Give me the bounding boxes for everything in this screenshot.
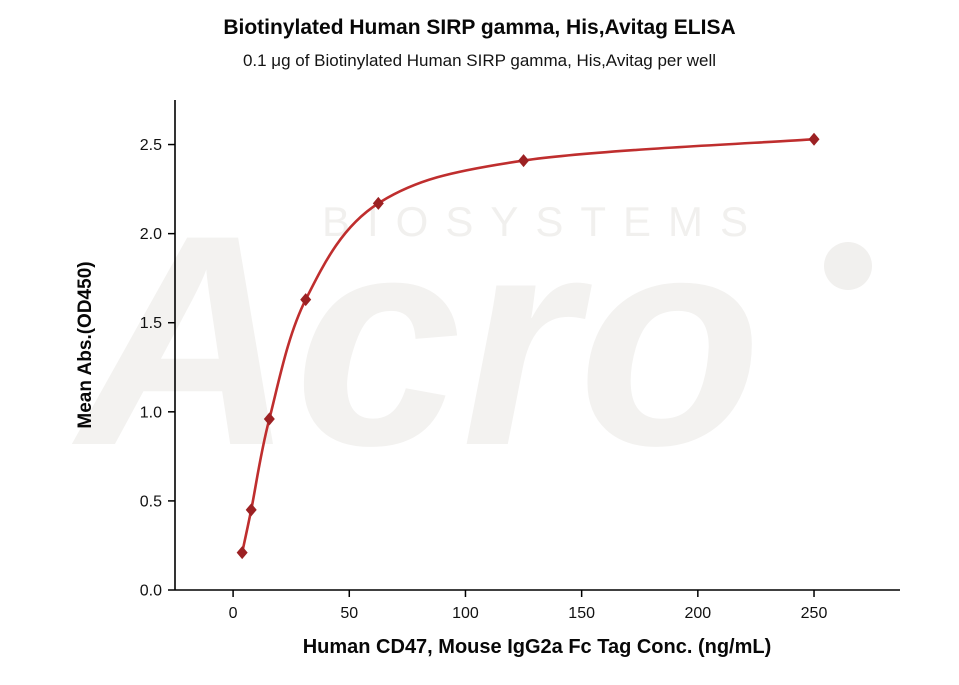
watermark-logo-dot — [824, 242, 872, 290]
x-tick-label: 150 — [568, 605, 595, 622]
chart-title: Biotinylated Human SIRP gamma, His,Avita… — [223, 16, 736, 39]
y-tick-label: 0.0 — [140, 583, 162, 600]
data-point-marker — [263, 412, 275, 426]
data-point-marker — [808, 132, 820, 146]
x-tick-label: 50 — [340, 605, 358, 622]
y-axis-label: Mean Abs.(OD450) — [75, 261, 96, 429]
y-tick-label: 2.0 — [140, 226, 162, 243]
chart-subtitle: 0.1 μg of Biotinylated Human SIRP gamma,… — [242, 51, 717, 70]
x-tick-label: 100 — [452, 605, 479, 622]
data-point-marker — [236, 546, 248, 560]
x-axis-label: Human CD47, Mouse IgG2a Fc Tag Conc. (ng… — [302, 636, 772, 658]
y-tick-label: 1.0 — [140, 404, 162, 421]
y-tick-label: 2.5 — [140, 137, 162, 154]
x-tick-label: 250 — [801, 605, 828, 622]
y-tick-label: 1.5 — [140, 315, 162, 332]
x-tick-label: 200 — [684, 605, 711, 622]
data-point-marker — [518, 154, 530, 168]
x-tick-label: 0 — [229, 605, 238, 622]
data-point-marker — [372, 196, 384, 210]
data-point-marker — [300, 293, 312, 307]
data-point-marker — [245, 503, 257, 517]
watermark-acro-logo: Acro — [78, 172, 762, 508]
fit-curve — [240, 137, 816, 554]
watermark-biosystems-text: BIOSYSTEMS — [322, 198, 766, 245]
y-tick-label: 0.5 — [140, 493, 162, 510]
